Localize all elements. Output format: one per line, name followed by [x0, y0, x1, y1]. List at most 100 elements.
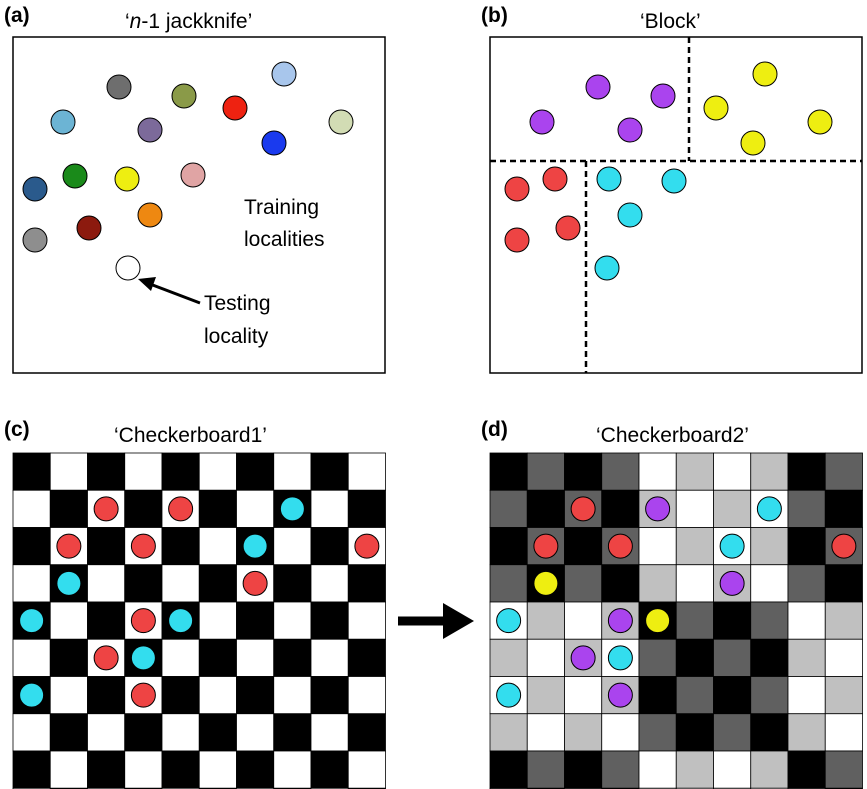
checkerboard2-cell	[675, 564, 714, 603]
checkerboard2-point-cyan	[607, 645, 633, 671]
training-locality-point	[171, 83, 197, 109]
checkerboard2-cell	[713, 638, 752, 677]
checkerboard1-cell	[87, 713, 126, 752]
checkerboard2-cell	[638, 564, 677, 603]
checkerboard1-cell	[310, 564, 349, 603]
checkerboard2-cell	[824, 676, 863, 715]
checkerboard1-cell	[347, 638, 386, 677]
checkerboard2-cell	[489, 489, 528, 528]
checkerboard2-points	[496, 496, 857, 708]
checkerboard1-cell	[87, 452, 126, 491]
block-point-red	[555, 215, 581, 241]
panel-c-label: (c)	[4, 418, 30, 441]
checkerboard2-point-red	[533, 533, 559, 559]
checkerboard2-cell	[750, 638, 789, 677]
panel-a: (a) ‘n-1 jackknife’ Training localities …	[4, 4, 386, 374]
checkerboard1-cell	[310, 527, 349, 566]
checkerboard2-cell	[787, 750, 826, 789]
checkerboard2-cell	[824, 601, 863, 640]
block-point-yellow	[752, 61, 778, 87]
checkerboard2-cell	[787, 676, 826, 715]
panel-d: (d) ‘Checkerboard2’	[481, 418, 863, 789]
checkerboard2-cell	[824, 489, 863, 528]
block-point-yellow	[703, 95, 729, 121]
checkerboard1-cell	[198, 601, 237, 640]
checkerboard2-cell	[787, 527, 826, 566]
checkerboard2-cell	[489, 750, 528, 789]
checkerboard1-cell	[198, 489, 237, 528]
checkerboard1-cell	[310, 601, 349, 640]
checkerboard2-cell	[489, 527, 528, 566]
checkerboard2-cell	[824, 638, 863, 677]
block-point-red	[542, 166, 568, 192]
checkerboard1-cell	[12, 638, 51, 677]
block-point-yellow	[807, 109, 833, 135]
checkerboard1-point-red	[93, 645, 119, 671]
block-point-purple	[585, 74, 611, 100]
checkerboard2-cell	[564, 676, 603, 715]
checkerboard1-cell	[161, 676, 200, 715]
checkerboard2-point-purple	[607, 608, 633, 634]
checkerboard1-point-red	[354, 533, 380, 559]
checkerboard1-cell	[87, 676, 126, 715]
checkerboard1-cell	[124, 489, 163, 528]
checkerboard2-cell	[601, 713, 640, 752]
checkerboard1-cell	[49, 489, 88, 528]
training-locality-point	[106, 74, 132, 100]
checkerboard1-cell	[161, 638, 200, 677]
checkerboard2-cell	[750, 564, 789, 603]
checkerboard2-cell	[489, 713, 528, 752]
panel-b-label: (b)	[481, 4, 508, 27]
checkerboard1-cell	[236, 489, 275, 528]
checkerboard2-cell	[824, 452, 863, 491]
testing-arrow-shaft	[149, 282, 201, 305]
checkerboard2-cell	[750, 527, 789, 566]
checkerboard1-point-cyan	[279, 496, 305, 522]
checkerboard2-cell	[526, 452, 565, 491]
checkerboard2-cell	[787, 564, 826, 603]
checkerboard1-cell	[273, 750, 312, 789]
checkerboard2-cell	[713, 452, 752, 491]
checkerboard1-cell	[49, 750, 88, 789]
checkerboard2-cell	[675, 527, 714, 566]
checkerboard2-cell	[750, 452, 789, 491]
checkerboard2-cell	[824, 713, 863, 752]
checkerboard1-cell	[310, 750, 349, 789]
panel-b-frame	[489, 36, 863, 374]
checkerboard1-cell	[124, 750, 163, 789]
checkerboard2-cell	[750, 750, 789, 789]
checkerboard1-cell	[273, 713, 312, 752]
checkerboard1-cell	[198, 452, 237, 491]
checkerboard2-cell	[489, 638, 528, 677]
checkerboard1-points	[19, 496, 380, 708]
checkerboard1-point-red	[130, 608, 156, 634]
checkerboard1-cell	[12, 527, 51, 566]
checkerboard2-point-red	[831, 533, 857, 559]
checkerboard1-cell	[273, 676, 312, 715]
checkerboard1-cell	[87, 527, 126, 566]
checkerboard2-point-yellow	[645, 608, 671, 634]
checkerboard1-cell	[347, 750, 386, 789]
block-point-cyan	[661, 168, 687, 194]
checkerboard2-cell	[638, 713, 677, 752]
checkerboard1-cell	[87, 601, 126, 640]
checkerboard2-cell	[564, 601, 603, 640]
checkerboard1-point-red	[168, 496, 194, 522]
panel-d-label: (d)	[481, 418, 508, 441]
checkerboard2-point-purple	[719, 570, 745, 596]
checkerboard1-point-red	[130, 682, 156, 708]
checkerboard1-cell	[347, 564, 386, 603]
checkerboard2-point-cyan	[756, 496, 782, 522]
checkerboard1-cell	[198, 713, 237, 752]
training-locality-point	[137, 202, 163, 228]
checkerboard1-cell	[198, 527, 237, 566]
block-points	[504, 61, 833, 281]
checkerboard2-cell	[564, 452, 603, 491]
checkerboard1-cell	[236, 750, 275, 789]
testing-label-line1: Testing	[204, 292, 271, 315]
checkerboard2-cell	[489, 452, 528, 491]
training-label-line2: localities	[244, 228, 325, 251]
checkerboard2-cell	[824, 750, 863, 789]
checkerboard1-cell	[310, 638, 349, 677]
checkerboard2-cell	[787, 638, 826, 677]
